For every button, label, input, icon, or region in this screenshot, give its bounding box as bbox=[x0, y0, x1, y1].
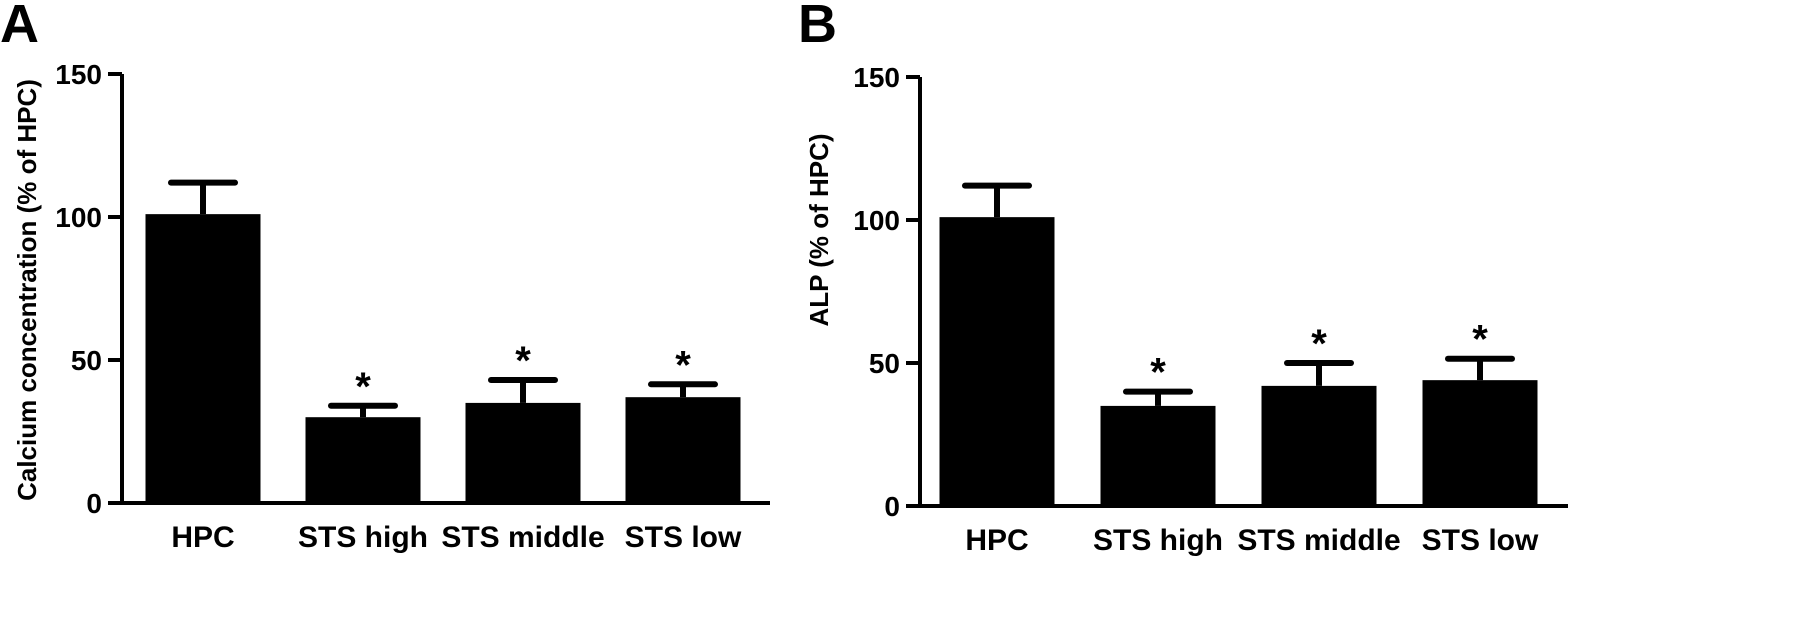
y-ticks: 0 50 100 150 bbox=[55, 59, 122, 519]
bar bbox=[939, 217, 1055, 506]
x-tick-label: HPC bbox=[171, 521, 234, 554]
x-tick-label: STS middle bbox=[1237, 524, 1400, 557]
x-tick-label: STS high bbox=[298, 521, 428, 554]
significance-asterisk: * bbox=[1472, 318, 1488, 362]
y-tick-label: 150 bbox=[55, 59, 102, 90]
y-tick-label: 0 bbox=[884, 491, 900, 522]
bar bbox=[1261, 385, 1377, 506]
plot-area: * * * 0 50 100 150 HPC STS high STS middle STS l… bbox=[853, 62, 1568, 557]
y-tick-label: 150 bbox=[853, 62, 900, 93]
y-tick-label: 0 bbox=[86, 488, 102, 519]
significance-asterisk: * bbox=[675, 343, 691, 387]
axes bbox=[918, 77, 1568, 508]
y-axis-title: Calcium concentration (% of HPC) bbox=[12, 79, 42, 501]
x-category-labels: HPC STS high STS middle STS low bbox=[965, 524, 1539, 557]
x-category-labels: HPC STS high STS middle STS low bbox=[171, 521, 742, 554]
significance-marks: * * * bbox=[1150, 318, 1488, 395]
significance-asterisk: * bbox=[1311, 322, 1327, 366]
axes bbox=[120, 74, 770, 505]
y-tick-label: 100 bbox=[55, 202, 102, 233]
panel-label: B bbox=[798, 0, 837, 54]
bar bbox=[465, 402, 581, 503]
significance-asterisk: * bbox=[1150, 351, 1166, 395]
bar bbox=[625, 397, 741, 503]
x-tick-label: STS middle bbox=[441, 521, 604, 554]
panel-a: A * * * 0 50 100 150 HPC STS high STS middle STS… bbox=[0, 0, 770, 554]
panel-b: B * * * 0 50 100 150 HPC STS high STS middle STS… bbox=[798, 0, 1568, 557]
significance-asterisk: * bbox=[355, 365, 371, 409]
x-tick-label: STS low bbox=[1422, 524, 1539, 557]
plot-area: * * * 0 50 100 150 HPC STS high STS middle STS l… bbox=[55, 59, 770, 554]
bars bbox=[939, 217, 1538, 506]
error-bars bbox=[168, 179, 718, 418]
bars bbox=[145, 214, 741, 503]
panel-label: A bbox=[0, 0, 39, 54]
y-axis-title: ALP (% of HPC) bbox=[804, 133, 834, 326]
bar bbox=[1100, 405, 1216, 506]
y-tick-label: 100 bbox=[853, 205, 900, 236]
y-tick-label: 50 bbox=[869, 348, 900, 379]
bar bbox=[145, 214, 261, 503]
x-tick-label: STS low bbox=[625, 521, 742, 554]
y-tick-label: 50 bbox=[71, 345, 102, 376]
bar bbox=[1422, 380, 1538, 506]
significance-asterisk: * bbox=[515, 339, 531, 383]
significance-marks: * * * bbox=[355, 339, 691, 409]
error-bars bbox=[962, 182, 1515, 406]
x-tick-label: HPC bbox=[965, 524, 1028, 557]
y-ticks: 0 50 100 150 bbox=[853, 62, 920, 522]
bar bbox=[305, 417, 421, 503]
x-tick-label: STS high bbox=[1093, 524, 1223, 557]
